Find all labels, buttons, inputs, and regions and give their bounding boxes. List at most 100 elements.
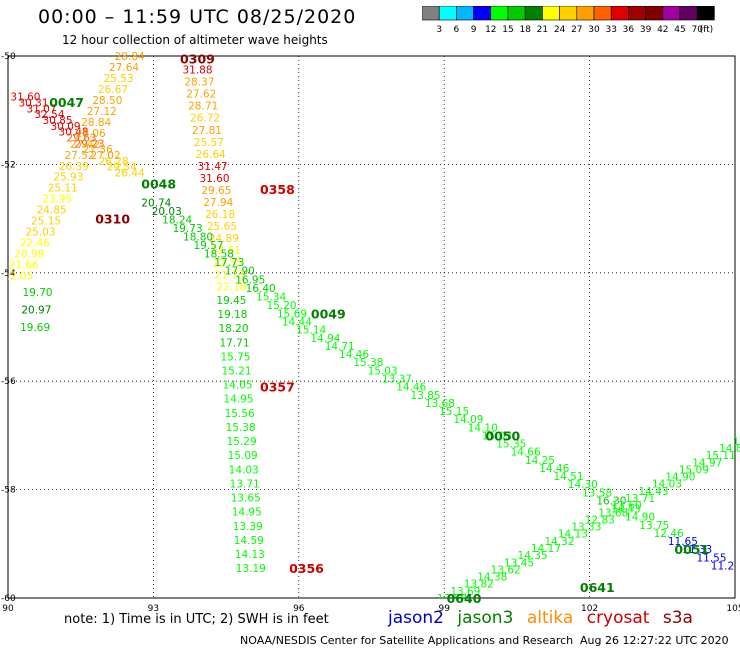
wave-height-label: 16.40 [246,283,276,295]
y-tick-label: -50 [1,52,16,62]
wave-height-label: 15.75 [220,351,250,363]
wave-height-label: 22.55 [213,257,243,269]
wave-height-label: 19.45 [216,295,246,307]
wave-height-label: 13.62 [491,564,521,576]
wave-height-label: 26.67 [98,84,128,96]
colorbar-label: 6 [454,25,460,35]
legend-altika: altika [526,608,574,628]
wave-height-label: 14.09 [453,414,483,426]
y-tick-label: -60 [1,594,16,604]
wave-height-label: 27.52 [64,150,94,162]
wave-height-label: 15.69 [277,308,307,320]
wave-height-label: 15.29 [227,436,257,448]
legend-jason3: jason3 [457,608,514,628]
pass-time-label: 0049 [311,306,346,321]
wave-height-label: 26.28 [99,156,129,168]
wave-height-label: 22.18 [216,281,246,293]
wave-height-label: 14.32 [544,536,574,548]
x-tick-label: 90 [2,604,14,614]
pass-time-label: 0051 [674,542,709,557]
wave-height-label: 25.03 [25,227,55,239]
wave-height-label: 29.23 [75,138,105,150]
colorbar-label: 3 [436,25,442,35]
wave-height-label: 14.03 [229,464,259,476]
wave-height-label: 20.03 [152,206,182,218]
wave-height-label: 14.43 [639,486,669,498]
wave-height-label: 28.84 [81,117,111,129]
colorbar-label: 36 [623,25,635,35]
wave-height-label: 26.18 [205,209,235,221]
legend-jason2: jason2 [388,608,444,628]
wave-height-label: 15.03 [482,430,512,442]
wave-height-label: 13.68 [425,398,455,410]
wave-height-label: 17.90 [225,266,255,278]
wave-height-label: 14.30 [568,479,598,491]
wave-height-label: 19.73 [173,223,203,235]
x-tick-label: 99 [438,604,450,614]
wave-height-label: 27.62 [186,89,216,101]
wave-height-label: 31.88 [182,65,212,77]
wave-height-label: 14.97 [692,457,722,469]
wave-height-label: 28.06 [76,128,106,140]
wave-height-label: 14.90 [665,472,695,484]
wave-height-label: 15.09 [228,450,258,462]
wave-height-label: 28.50 [92,95,122,107]
pass-time-label: 0050 [485,428,520,443]
wave-height-label: 22.05 [3,271,33,283]
wave-height-label: 18.58 [204,249,234,261]
wave-height-label: 21.66 [9,260,39,272]
wave-height-label: 20.98 [14,249,44,261]
wave-height-label: 26.44 [115,168,145,180]
wave-height-label: 14.03 [652,479,682,491]
colorbar-label: 24 [554,25,566,35]
wave-height-label: 27.94 [203,197,233,209]
wave-height-label: 30.31 [18,97,48,109]
chart-title: 00:00 – 11:59 UTC 08/25/2020 [38,6,357,28]
y-tick-label: -54 [1,269,16,279]
wave-height-label: 31.60 [10,92,40,104]
wave-height-label: 13.82 [464,579,494,591]
wave-height-label: 25.15 [31,216,61,228]
wave-height-label: 18.20 [218,323,248,335]
legend-cryosat: cryosat [586,608,650,628]
wave-height-label: 14.95 [224,394,254,406]
wave-height-label: 13.39 [233,521,263,533]
wave-height-label: 14.13 [558,529,588,541]
wave-height-label: 26.64 [196,149,226,161]
wave-height-label: 13.69 [450,586,480,598]
wave-height-label: 14.66 [511,447,541,459]
wave-height-label: 30.85 [42,115,72,127]
colorbar-unit: (ft) [700,25,714,35]
wave-height-label: 25.65 [207,221,237,233]
wave-height-label: 13.60 [612,500,642,512]
wave-height-label: 24.85 [37,205,67,217]
x-tick-label: 96 [293,604,305,614]
footer-note: note: 1) Time is in UTC; 2) SWH is in fe… [64,612,329,627]
wave-height-label: 27.12 [87,106,117,118]
wave-height-label: 13.45 [504,557,534,569]
wave-height-label: 16.30 [596,495,626,507]
wave-height-label: 19.18 [217,309,247,321]
wave-height-label: 31.47 [198,161,228,173]
colorbar-label: 15 [502,25,513,35]
colorbar-label: 27 [571,25,582,35]
wave-height-label: 22.46 [20,238,50,250]
chart-subtitle: 12 hour collection of altimeter wave hei… [62,33,328,47]
wave-height-label: 13.71 [625,493,655,505]
wave-height-label: 14.25 [525,455,555,467]
pass-time-label: 0640 [447,591,482,606]
wave-height-label: 14.95 [232,507,262,519]
wave-height-label: 15.03 [368,365,398,377]
wave-height-label: 29.65 [201,185,231,197]
wave-height-label: 14.71 [325,341,355,353]
wave-height-label: 32.54 [34,109,64,121]
wave-height-label: 19.57 [193,240,223,252]
wave-height-label: 13.33 [571,522,601,534]
wave-height-label: 25.11 [48,183,78,195]
wave-height-label: 14.90 [625,512,655,524]
wave-height-label: 14.13 [235,549,265,561]
wave-height-label: 29.54 [107,162,137,174]
wave-height-label: 12.83 [585,514,615,526]
wave-height-label: 20.97 [21,304,51,316]
pass-time-label: 0357 [260,380,295,395]
